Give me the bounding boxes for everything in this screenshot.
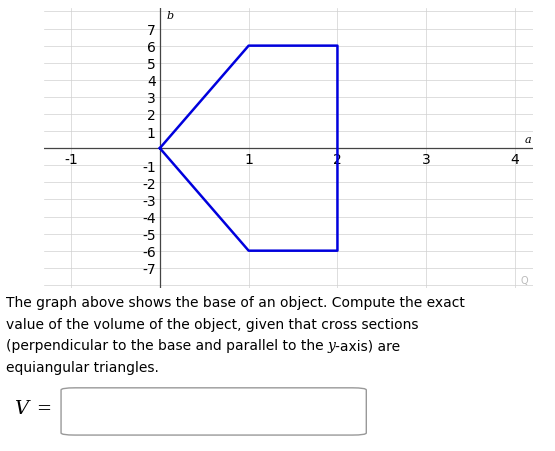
- Text: y: y: [327, 339, 335, 353]
- Text: -axis) are: -axis) are: [335, 339, 401, 353]
- Text: V: V: [14, 399, 28, 417]
- Text: b: b: [167, 11, 174, 21]
- FancyBboxPatch shape: [61, 388, 366, 435]
- Text: value of the volume of the object, given that cross sections: value of the volume of the object, given…: [6, 317, 418, 331]
- Text: The graph above shows the base of an object. Compute the exact: The graph above shows the base of an obj…: [6, 295, 465, 309]
- Text: Q: Q: [520, 276, 528, 286]
- Text: equiangular triangles.: equiangular triangles.: [6, 360, 158, 374]
- Text: (perpendicular to the base and parallel to the: (perpendicular to the base and parallel …: [6, 339, 327, 353]
- Text: a: a: [524, 134, 531, 145]
- Text: =: =: [36, 399, 51, 417]
